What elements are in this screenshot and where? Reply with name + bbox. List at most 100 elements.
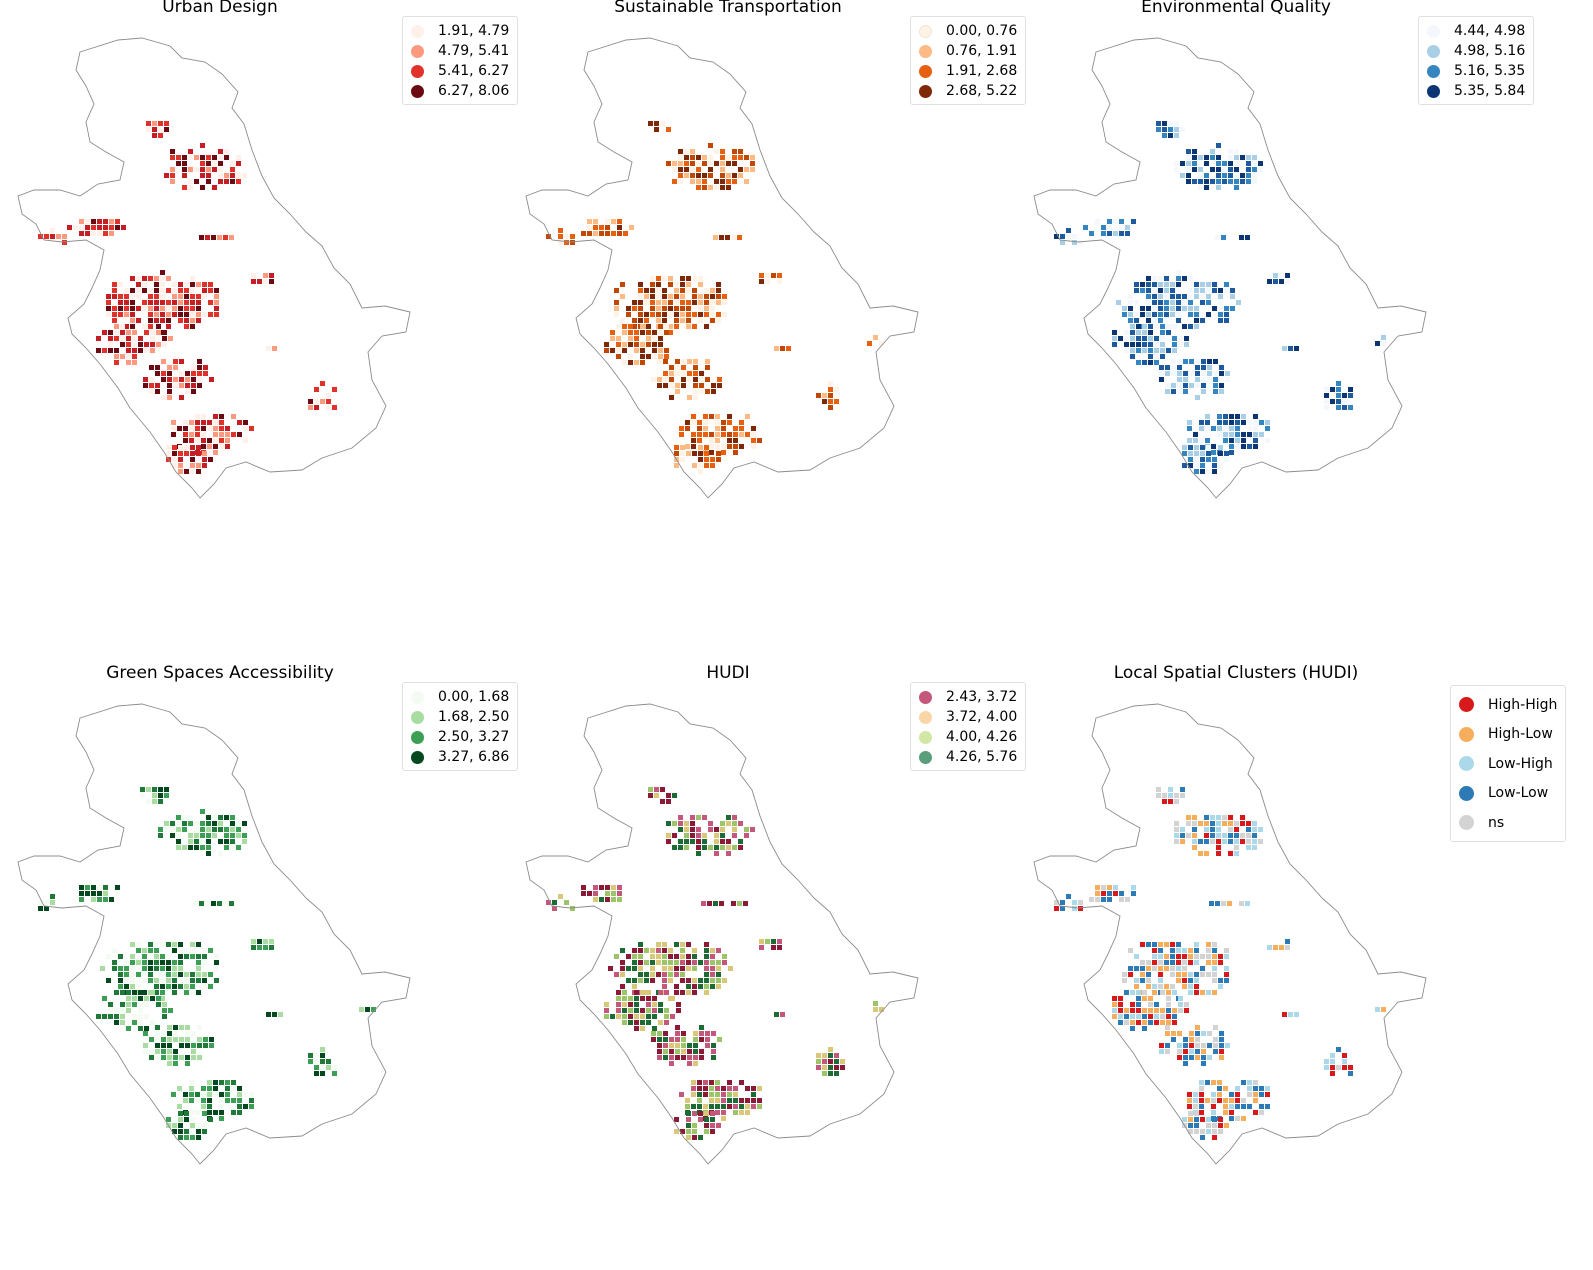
grid-cell xyxy=(733,444,738,449)
grid-cell xyxy=(691,1104,696,1109)
grid-cell xyxy=(1195,377,1200,382)
grid-cell xyxy=(834,1053,839,1058)
grid-cell xyxy=(733,426,738,431)
grid-cell xyxy=(1160,342,1165,347)
grid-cell xyxy=(194,833,199,838)
grid-cell xyxy=(178,972,183,977)
grid-cell xyxy=(176,155,181,160)
grid-cell xyxy=(1213,389,1218,394)
grid-cell xyxy=(704,972,709,977)
grid-cell xyxy=(308,1053,313,1058)
grid-cell xyxy=(182,155,187,160)
grid-cell xyxy=(726,161,731,166)
grid-cell xyxy=(1212,288,1217,293)
grid-cell xyxy=(581,885,586,890)
grid-cell xyxy=(702,815,707,820)
grid-cell xyxy=(1170,960,1175,965)
grid-cell xyxy=(558,228,563,233)
grid-cell xyxy=(201,420,206,425)
grid-cell xyxy=(1200,457,1205,462)
grid-cell xyxy=(674,324,679,329)
grid-cell xyxy=(1180,173,1185,178)
grid-cell xyxy=(1142,336,1147,341)
grid-cell xyxy=(1336,387,1341,392)
grid-cell xyxy=(130,300,135,305)
grid-cell xyxy=(108,330,113,335)
grid-cell xyxy=(733,1098,738,1103)
grid-cell xyxy=(1195,1037,1200,1042)
grid-cell xyxy=(1174,127,1179,132)
grid-cell xyxy=(1176,282,1181,287)
grid-cell xyxy=(140,787,145,792)
grid-cell xyxy=(1134,282,1139,287)
grid-cell xyxy=(1158,966,1163,971)
grid-cell xyxy=(638,300,643,305)
grid-cell xyxy=(167,1061,172,1066)
grid-cell xyxy=(161,1049,166,1054)
grid-cell xyxy=(1140,942,1145,947)
grid-cell xyxy=(189,420,194,425)
grid-cell xyxy=(654,121,659,126)
grid-cell xyxy=(201,1086,206,1091)
grid-cell xyxy=(1204,179,1209,184)
grid-cell xyxy=(1218,1123,1223,1128)
grid-cell xyxy=(696,185,701,190)
grid-cell xyxy=(1131,891,1136,896)
grid-cell xyxy=(640,1020,645,1025)
grid-cell xyxy=(1171,365,1176,370)
grid-cell xyxy=(1252,833,1257,838)
grid-cell xyxy=(1216,851,1221,856)
grid-cell xyxy=(1176,318,1181,323)
grid-cell xyxy=(179,395,184,400)
grid-cell xyxy=(587,225,592,230)
legend-label: 1.68, 2.50 xyxy=(438,709,510,725)
grid-cell xyxy=(1134,318,1139,323)
grid-cells xyxy=(546,787,884,1140)
grid-cell xyxy=(662,954,667,959)
grid-cell xyxy=(1219,1031,1224,1036)
grid-cell xyxy=(1193,1098,1198,1103)
grid-cell xyxy=(1171,371,1176,376)
grid-cell xyxy=(721,1092,726,1097)
legend-label: ns xyxy=(1488,814,1505,831)
grid-cell xyxy=(1146,276,1151,281)
grid-cell xyxy=(690,815,695,820)
grid-cell xyxy=(126,1008,131,1013)
grid-cell xyxy=(685,1098,690,1103)
grid-cell xyxy=(103,891,108,896)
grid-cell xyxy=(652,330,657,335)
grid-cell xyxy=(715,1092,720,1097)
grid-cell xyxy=(196,300,201,305)
grid-cell xyxy=(685,444,690,449)
grid-cell xyxy=(1152,306,1157,311)
grid-cell xyxy=(218,155,223,160)
grid-cell xyxy=(705,389,710,394)
grid-cell xyxy=(714,851,719,856)
grid-cell xyxy=(1198,179,1203,184)
grid-cell xyxy=(646,990,651,995)
grid-cell xyxy=(668,966,673,971)
grid-cell xyxy=(626,306,631,311)
grid-cell xyxy=(680,276,685,281)
grid-cell xyxy=(166,954,171,959)
grid-cell xyxy=(687,1043,692,1048)
grid-cell xyxy=(620,294,625,299)
grid-cell xyxy=(680,282,685,287)
grid-cell xyxy=(109,225,114,230)
grid-cell xyxy=(194,167,199,172)
grid-cell xyxy=(751,1104,756,1109)
grid-cell xyxy=(1158,312,1163,317)
grid-cell xyxy=(166,972,171,977)
grid-cell xyxy=(126,330,131,335)
grid-cell xyxy=(225,438,230,443)
grid-cell xyxy=(704,978,709,983)
grid-cell xyxy=(1166,996,1171,1001)
grid-cell xyxy=(1252,179,1257,184)
grid-cell xyxy=(1224,1123,1229,1128)
grid-cell xyxy=(704,300,709,305)
grid-cell xyxy=(1217,414,1222,419)
grid-cell xyxy=(691,432,696,437)
grid-cell xyxy=(155,383,160,388)
grid-cell xyxy=(751,438,756,443)
grid-cell xyxy=(152,133,157,138)
